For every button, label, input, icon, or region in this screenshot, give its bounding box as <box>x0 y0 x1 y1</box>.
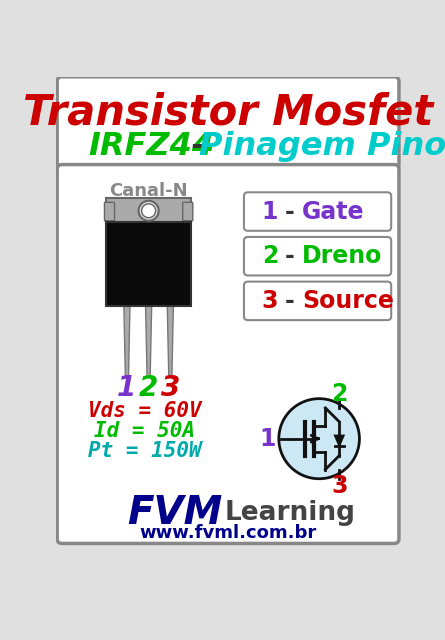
FancyBboxPatch shape <box>106 221 191 307</box>
Text: Dreno: Dreno <box>302 244 382 268</box>
Circle shape <box>279 399 360 479</box>
Polygon shape <box>146 304 152 377</box>
Text: Id = 50A: Id = 50A <box>94 421 195 441</box>
Polygon shape <box>335 436 344 445</box>
Text: FVM: FVM <box>127 493 222 532</box>
Text: Pinagem Pinout: Pinagem Pinout <box>199 131 445 161</box>
Text: Learning: Learning <box>225 500 356 525</box>
FancyBboxPatch shape <box>57 77 399 169</box>
Text: 1: 1 <box>260 427 276 451</box>
FancyBboxPatch shape <box>183 202 193 221</box>
Text: 1: 1 <box>262 200 278 223</box>
Text: 3: 3 <box>161 374 180 402</box>
Circle shape <box>142 204 156 218</box>
Text: 3: 3 <box>262 289 278 313</box>
Polygon shape <box>124 304 130 377</box>
Text: -: - <box>285 200 295 223</box>
FancyBboxPatch shape <box>106 198 191 223</box>
FancyBboxPatch shape <box>57 164 399 543</box>
Text: -: - <box>285 289 295 313</box>
Text: IRFZ44: IRFZ44 <box>88 131 214 161</box>
Text: www.fvml.com.br: www.fvml.com.br <box>139 524 316 541</box>
Text: -: - <box>180 131 215 161</box>
Text: Transistor Mosfet: Transistor Mosfet <box>23 92 433 133</box>
FancyBboxPatch shape <box>105 202 114 221</box>
Text: 2: 2 <box>331 382 348 406</box>
Text: 2: 2 <box>139 374 158 402</box>
Text: 3: 3 <box>331 474 348 499</box>
Circle shape <box>138 201 159 221</box>
Text: Source: Source <box>302 289 394 313</box>
Text: -: - <box>285 244 295 268</box>
FancyBboxPatch shape <box>244 192 391 231</box>
Polygon shape <box>167 304 174 377</box>
FancyBboxPatch shape <box>244 237 391 275</box>
Text: Vds = 60V: Vds = 60V <box>88 401 202 421</box>
Text: Gate: Gate <box>302 200 364 223</box>
Text: Pt = 150W: Pt = 150W <box>88 441 202 461</box>
Text: 1: 1 <box>117 374 137 402</box>
Text: 2: 2 <box>262 244 278 268</box>
FancyBboxPatch shape <box>244 282 391 320</box>
Text: Canal-N: Canal-N <box>109 182 188 200</box>
